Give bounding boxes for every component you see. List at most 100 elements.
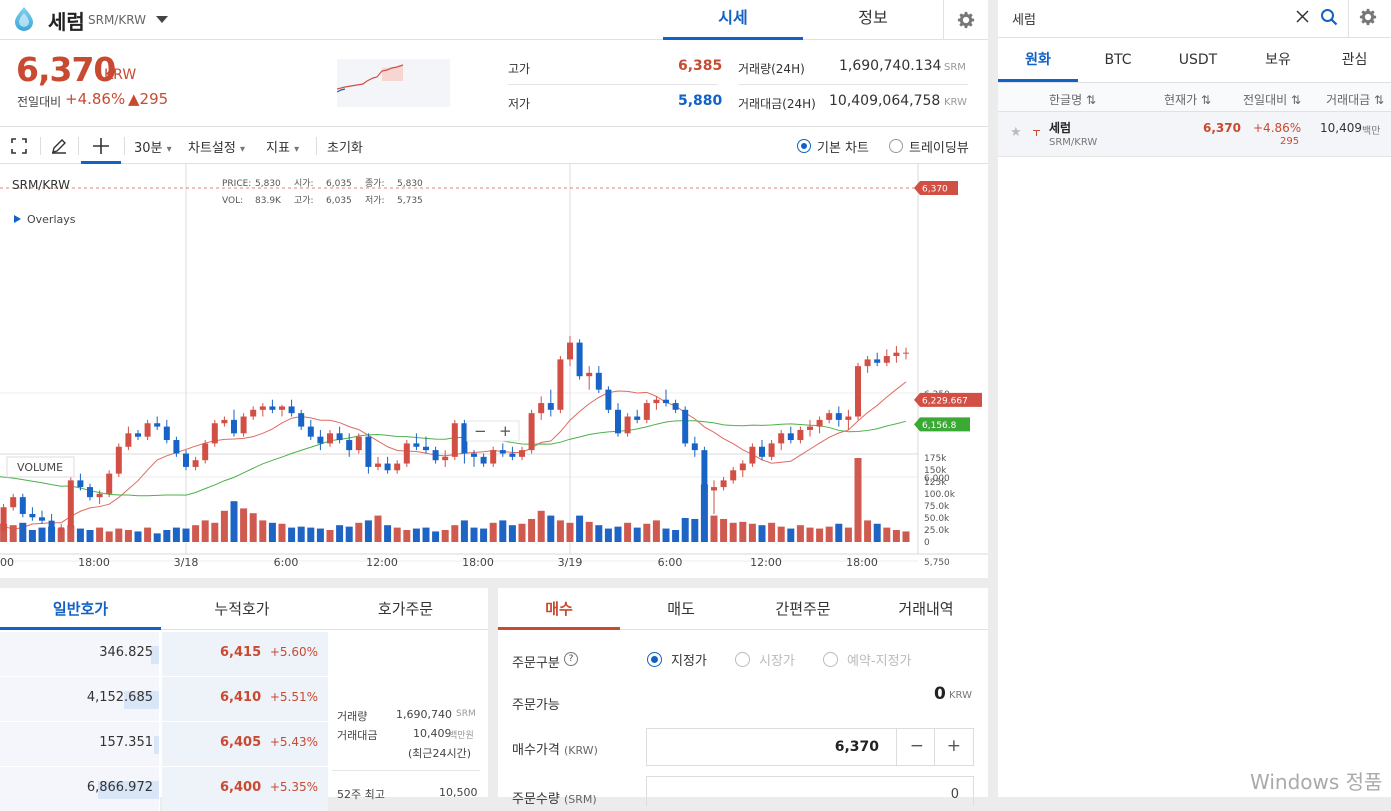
- candle: [557, 356, 564, 414]
- candle: [691, 436, 698, 457]
- tab-orderbook-cumulative[interactable]: 누적호가: [161, 588, 323, 630]
- tab-trade-history[interactable]: 거래내역: [864, 588, 988, 630]
- volume-bar: [422, 527, 430, 542]
- volume-bar: [19, 522, 27, 542]
- tab-simple-order[interactable]: 간편주문: [742, 588, 864, 630]
- coin-select-chevron-icon[interactable]: [156, 16, 168, 23]
- candle: [48, 513, 55, 535]
- tradingview-label[interactable]: 트레이딩뷰: [909, 141, 969, 156]
- zoom-in-button[interactable]: +: [499, 422, 512, 440]
- chart-settings-select[interactable]: 차트설정 ▾: [188, 141, 246, 156]
- market-tab-favorites[interactable]: 관심: [1341, 52, 1368, 68]
- interval-select[interactable]: 30분 ▾: [134, 141, 172, 156]
- header-amount[interactable]: 거래대금 ⇅: [1326, 93, 1385, 107]
- tab-sell[interactable]: 매도: [620, 588, 742, 630]
- candle: [384, 456, 391, 474]
- header-change[interactable]: 전일대비 ⇅: [1243, 93, 1302, 107]
- volume-pane-label: VOLUME: [17, 461, 63, 474]
- tab-price[interactable]: 시세: [663, 0, 803, 40]
- market-tab-usdt[interactable]: USDT: [1178, 52, 1218, 68]
- overlays-toggle[interactable]: Overlays: [27, 213, 76, 226]
- candle: [183, 450, 189, 471]
- reserved-order-label[interactable]: 예약-지정가: [847, 654, 912, 669]
- mini-candle-icon: [1033, 130, 1040, 131]
- orderbook-price-cell[interactable]: 6,405 +5.43%: [162, 722, 328, 766]
- buy-price-input[interactable]: 6,370 − +: [646, 728, 974, 766]
- chart-reset-button[interactable]: 초기화: [327, 141, 363, 156]
- search-icon[interactable]: [1320, 8, 1338, 26]
- orderbook-price-cell[interactable]: 6,400 +5.35%: [162, 767, 328, 811]
- orderbook-qty-cell: 346.825: [0, 632, 160, 676]
- limit-order-label[interactable]: 지정가: [671, 654, 707, 669]
- candle: [336, 426, 343, 444]
- basic-chart-radio[interactable]: [797, 139, 811, 153]
- market-order-radio[interactable]: [735, 652, 750, 667]
- market-order-label[interactable]: 시장가: [759, 654, 795, 669]
- tab-info[interactable]: 정보: [858, 8, 888, 27]
- orderbook-price-cell[interactable]: 6,410 +5.51%: [162, 677, 328, 721]
- volume-bar: [547, 515, 555, 542]
- market-tab-krw[interactable]: 원화: [998, 40, 1078, 82]
- candle: [115, 443, 122, 477]
- market-row[interactable]: ★ 세럼 SRM/KRW 6,370 +4.86% 295 10,409 백만: [998, 112, 1391, 157]
- candle: [125, 426, 132, 451]
- candle: [643, 399, 650, 424]
- limit-order-radio[interactable]: [647, 652, 662, 667]
- settings-gear-icon[interactable]: [943, 0, 988, 40]
- orderbook-row[interactable]: 157.351 6,405 +5.43%: [0, 721, 330, 766]
- tradingview-radio[interactable]: [889, 139, 903, 153]
- zoom-out-button[interactable]: −: [474, 422, 487, 440]
- reserved-order-radio[interactable]: [823, 652, 838, 667]
- basic-chart-label[interactable]: 기본 차트: [817, 141, 869, 156]
- orderbook-price-cell[interactable]: 6,415 +5.60%: [162, 632, 328, 676]
- candle: [759, 440, 765, 461]
- market-tab-holdings[interactable]: 보유: [1265, 52, 1291, 68]
- volume-bar: [633, 527, 641, 542]
- crosshair-tool-button[interactable]: [81, 127, 121, 164]
- help-icon[interactable]: ?: [564, 652, 578, 666]
- svg-text:6,229.667: 6,229.667: [922, 396, 968, 406]
- market-search-input[interactable]: 세럼: [1012, 13, 1036, 28]
- volume-bar: [144, 527, 152, 542]
- market-settings-gear-icon[interactable]: [1359, 8, 1377, 26]
- candle: [202, 440, 209, 464]
- orderbook-row[interactable]: 4,152.685 6,410 +5.51%: [0, 676, 330, 721]
- candle: [192, 456, 199, 471]
- volume-bar: [288, 527, 296, 542]
- pencil-draw-icon[interactable]: [50, 137, 68, 155]
- tab-orderbook-order[interactable]: 호가주문: [323, 588, 488, 630]
- quantity-value: 0: [950, 787, 959, 802]
- price-increase-button[interactable]: +: [946, 736, 961, 756]
- tab-orderbook-normal[interactable]: 일반호가: [0, 588, 161, 630]
- orderbook-row[interactable]: 346.825 6,415 +5.60%: [0, 631, 330, 676]
- market-tab-btc[interactable]: BTC: [1104, 52, 1132, 68]
- tab-buy[interactable]: 매수: [498, 588, 620, 630]
- volume-bar: [336, 525, 344, 542]
- header-name[interactable]: 한글명 ⇅: [1049, 93, 1096, 107]
- x-axis-label: 00: [0, 556, 14, 569]
- volume-bar: [643, 523, 651, 542]
- volume-bar: [441, 530, 449, 542]
- volume-bar: [278, 523, 286, 542]
- ob-52w-high: 10,500: [439, 786, 478, 799]
- volume-tick-label: 75.0k: [924, 502, 950, 512]
- volume-bar: [326, 530, 334, 542]
- volume-bar: [192, 525, 200, 542]
- orderbook-row[interactable]: 6,866.972 6,400 +5.35%: [0, 766, 330, 811]
- volume-bar: [182, 528, 190, 542]
- sparkline-chart: [337, 59, 450, 107]
- legend-open: 6,035: [326, 179, 352, 189]
- indicators-select[interactable]: 지표 ▾: [266, 141, 300, 156]
- svg-text:고가:: 고가:: [294, 195, 314, 206]
- candle: [711, 480, 717, 514]
- quantity-input[interactable]: 0: [646, 776, 974, 806]
- header-price[interactable]: 현재가 ⇅: [1164, 93, 1211, 107]
- price-decrease-button[interactable]: −: [909, 736, 924, 756]
- fullscreen-icon[interactable]: [11, 138, 27, 154]
- favorite-star-icon[interactable]: ★: [1010, 125, 1022, 140]
- volume-bar: [508, 525, 516, 542]
- svg-text:6,156.8: 6,156.8: [922, 421, 957, 431]
- clear-search-icon[interactable]: [1296, 10, 1309, 23]
